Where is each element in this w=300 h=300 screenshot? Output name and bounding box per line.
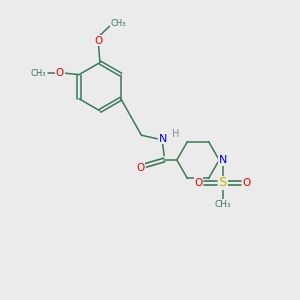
- Text: O: O: [94, 36, 103, 46]
- Text: O: O: [56, 68, 64, 78]
- Text: CH₃: CH₃: [30, 69, 46, 78]
- Text: O: O: [136, 163, 145, 173]
- Text: O: O: [194, 178, 203, 188]
- Text: S: S: [218, 176, 227, 190]
- Text: O: O: [243, 178, 251, 188]
- Text: CH₃: CH₃: [214, 200, 231, 209]
- Text: H: H: [172, 129, 180, 140]
- Text: N: N: [158, 134, 167, 144]
- Text: CH₃: CH₃: [110, 19, 126, 28]
- Text: N: N: [218, 155, 227, 165]
